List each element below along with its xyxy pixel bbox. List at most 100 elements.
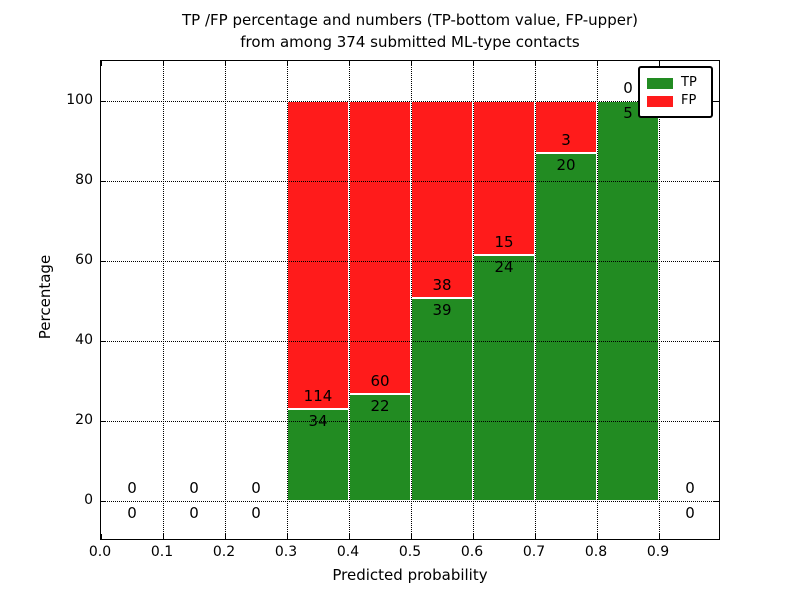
x-tick — [101, 534, 102, 539]
tp-bar-segment — [411, 298, 473, 501]
tp-legend-label: TP — [681, 75, 697, 90]
tp-count-label: 20 — [556, 156, 576, 175]
x-gridline — [597, 61, 598, 538]
x-tick — [225, 534, 226, 539]
x-tick — [659, 534, 660, 539]
fp-count-label: 0 — [685, 479, 695, 497]
y-gridline — [101, 501, 718, 502]
tp-count-label: 0 — [251, 504, 261, 522]
x-tick — [659, 61, 660, 66]
y-tick — [714, 501, 719, 502]
x-tick — [535, 61, 536, 66]
x-tick-label: 0.5 — [398, 544, 422, 560]
tp-legend-swatch — [647, 77, 673, 89]
legend-entry-tp: TP — [647, 74, 711, 92]
x-gridline — [473, 61, 474, 538]
y-tick-label: 40 — [75, 332, 93, 348]
y-gridline — [101, 181, 718, 182]
fp-count-label: 60 — [370, 371, 390, 390]
y-tick — [101, 341, 106, 342]
tp-count-label: 24 — [494, 257, 514, 276]
x-gridline — [535, 61, 536, 538]
y-tick — [714, 341, 719, 342]
x-tick-label: 0.0 — [88, 544, 112, 560]
x-gridline — [349, 61, 350, 538]
tp-count-label: 0 — [189, 504, 199, 522]
y-axis-label: Percentage — [36, 254, 54, 340]
y-tick-label: 0 — [84, 492, 93, 508]
fp-bar-segment — [287, 101, 349, 410]
y-tick — [714, 261, 719, 262]
tp-count-label: 0 — [127, 504, 137, 522]
x-tick — [473, 61, 474, 66]
x-tick-label: 0.6 — [460, 544, 484, 560]
y-gridline — [101, 101, 718, 102]
tp-bar-segment — [597, 101, 659, 501]
tp-count-label: 0 — [685, 504, 695, 522]
fp-count-label: 38 — [432, 276, 452, 295]
legend-entry-fp: FP — [647, 92, 711, 110]
tp-count-label: 22 — [370, 396, 390, 415]
x-tick-label: 0.8 — [584, 544, 608, 560]
x-tick — [287, 534, 288, 539]
fp-bar-segment — [411, 101, 473, 299]
fp-count-label: 0 — [623, 79, 633, 97]
x-gridline — [287, 61, 288, 538]
fp-count-label: 15 — [494, 232, 514, 251]
x-tick — [349, 534, 350, 539]
x-tick — [225, 61, 226, 66]
x-gridline — [163, 61, 164, 538]
x-tick-label: 0.9 — [646, 544, 670, 560]
y-tick-label: 60 — [75, 252, 93, 268]
y-gridline — [101, 421, 718, 422]
y-tick — [101, 261, 106, 262]
fp-count-label: 114 — [303, 387, 333, 406]
x-tick — [535, 534, 536, 539]
fp-count-label: 0 — [189, 479, 199, 497]
legend: TP FP — [638, 66, 713, 118]
chart-title: TP /FP percentage and numbers (TP-bottom… — [100, 9, 720, 53]
x-tick — [163, 534, 164, 539]
x-tick — [411, 61, 412, 66]
y-tick — [714, 101, 719, 102]
x-gridline — [225, 61, 226, 538]
x-axis-label: Predicted probability — [332, 566, 488, 584]
x-tick — [287, 61, 288, 66]
x-tick-label: 0.1 — [150, 544, 174, 560]
fp-count-label: 0 — [127, 479, 137, 497]
y-gridline — [101, 261, 718, 262]
chart-title-line-1: TP /FP percentage and numbers (TP-bottom… — [182, 11, 638, 29]
y-tick-label: 80 — [75, 172, 93, 188]
plot-area: TP FP 0 0 0 0 0 0 114 34 60 22 38 39 15 24 3 20 0 5 0 0 — [100, 60, 720, 540]
x-gridline — [659, 61, 660, 538]
fp-legend-label: FP — [681, 93, 697, 108]
fp-count-label: 3 — [561, 131, 571, 150]
fp-bar-segment — [473, 101, 535, 255]
tp-bar-segment — [473, 254, 535, 501]
x-tick — [101, 61, 102, 66]
y-tick — [101, 101, 106, 102]
y-tick-label: 20 — [75, 412, 93, 428]
x-tick — [597, 61, 598, 66]
tp-bar-segment — [535, 153, 597, 501]
y-tick-label: 100 — [66, 92, 93, 108]
tp-count-label: 39 — [432, 301, 452, 320]
y-tick — [714, 181, 719, 182]
fp-legend-swatch — [647, 95, 673, 107]
x-tick-label: 0.2 — [212, 544, 236, 560]
y-tick — [714, 421, 719, 422]
fp-bar-segment — [349, 101, 411, 394]
y-tick — [101, 421, 106, 422]
tp-bar-segment — [349, 393, 411, 501]
tp-count-label: 34 — [308, 412, 328, 431]
tp-count-label: 5 — [623, 104, 633, 122]
y-tick — [101, 501, 106, 502]
chart-title-line-2: from among 374 submitted ML-type contact… — [240, 33, 580, 51]
y-tick — [101, 181, 106, 182]
x-tick-label: 0.7 — [522, 544, 546, 560]
x-tick — [163, 61, 164, 66]
x-gridline — [411, 61, 412, 538]
x-tick-label: 0.4 — [336, 544, 360, 560]
fp-count-label: 0 — [251, 479, 261, 497]
